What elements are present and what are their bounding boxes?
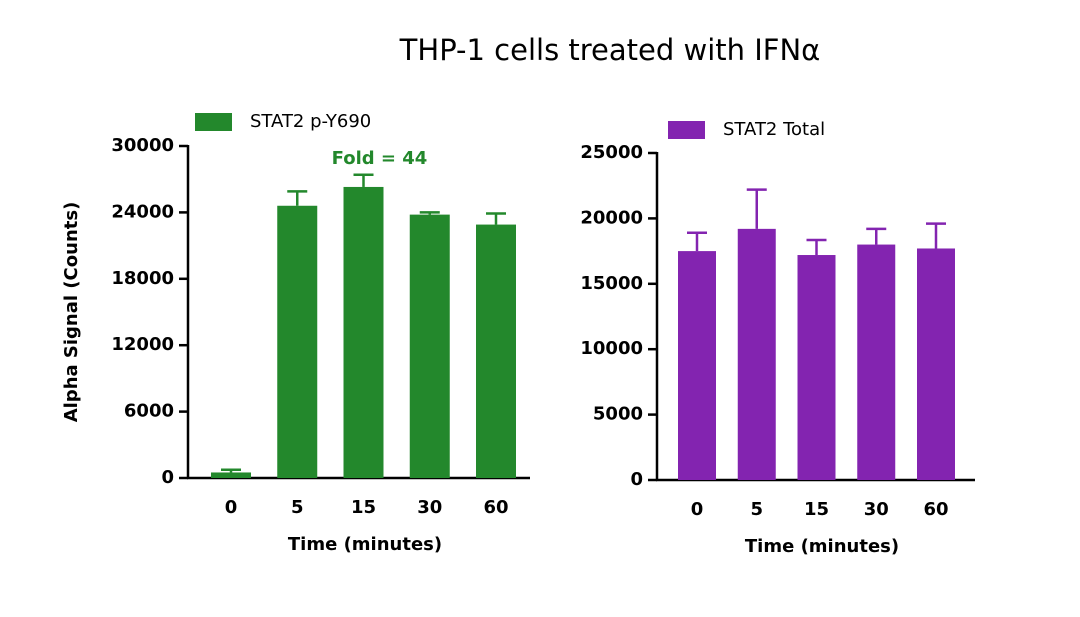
bar	[409, 214, 450, 478]
legend-label: STAT2 p-Y690	[250, 111, 371, 132]
y-tick-label: 10000	[580, 338, 643, 359]
x-axis-label: Time (minutes)	[288, 534, 442, 555]
bar	[737, 228, 776, 480]
bar	[917, 248, 955, 480]
bar	[678, 251, 716, 480]
x-tick-label: 60	[923, 499, 948, 520]
x-tick-label: 0	[691, 499, 704, 520]
bar	[343, 186, 384, 479]
x-tick-label: 30	[864, 499, 889, 520]
y-tick-label: 20000	[580, 207, 643, 228]
x-axis-label: Time (minutes)	[745, 536, 899, 557]
y-tick-label: 5000	[593, 404, 643, 425]
bar	[797, 255, 836, 480]
annotation: Fold = 44	[332, 148, 428, 169]
y-tick-label: 0	[161, 467, 174, 488]
y-tick-label: 30000	[111, 135, 174, 156]
y-axis-label: Alpha Signal (Counts)	[61, 202, 82, 423]
y-tick-label: 24000	[111, 201, 174, 222]
y-tick-label: 25000	[580, 142, 643, 163]
x-tick-label: 5	[291, 497, 304, 518]
y-tick-label: 15000	[580, 273, 643, 294]
legend-label: STAT2 Total	[723, 119, 825, 140]
y-tick-label: 18000	[111, 268, 174, 289]
x-tick-label: 60	[483, 497, 508, 518]
x-tick-label: 0	[225, 497, 238, 518]
x-tick-label: 5	[750, 499, 763, 520]
bar	[211, 472, 251, 478]
y-tick-label: 0	[630, 469, 643, 490]
y-tick-label: 12000	[111, 334, 174, 355]
chart-title: THP-1 cells treated with IFNα	[399, 33, 821, 67]
x-tick-label: 15	[351, 497, 376, 518]
bar	[476, 224, 516, 478]
legend-swatch	[195, 113, 232, 131]
x-tick-label: 15	[804, 499, 829, 520]
bar	[857, 244, 896, 480]
bar	[277, 205, 318, 478]
y-tick-label: 6000	[124, 401, 174, 422]
legend-swatch	[668, 121, 705, 139]
x-tick-label: 30	[417, 497, 442, 518]
